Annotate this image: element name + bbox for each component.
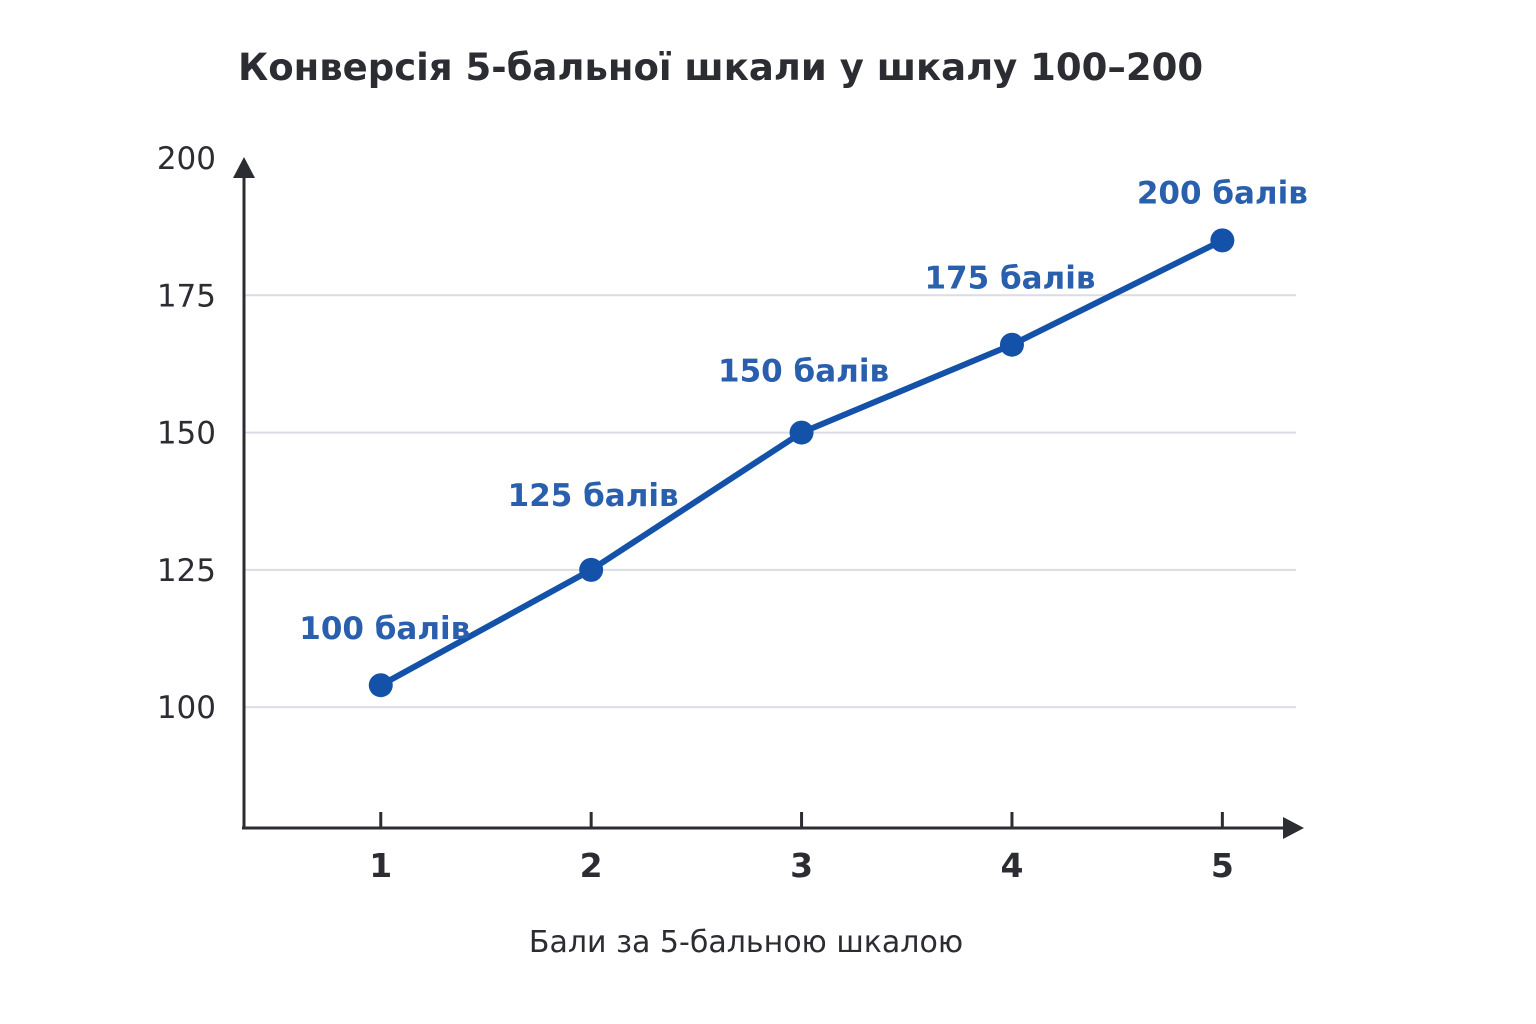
gridlines [244,294,1296,709]
y-tick-label: 200 [157,141,216,177]
x-tick-label: 1 [369,846,392,885]
series: 100 балів 125 балів 150 балів 175 балів 200 … [299,175,1308,698]
y-tick-label: 150 [157,416,216,452]
x-tick-label: 2 [580,846,603,885]
data-label: 125 балів [508,478,679,514]
data-point [999,332,1024,357]
x-tick-label: 4 [1000,846,1023,885]
series-line [377,237,1226,689]
y-tick-label: 125 [157,553,216,589]
x-axis-arrow-icon [1283,817,1304,839]
data-label: 175 балів [924,261,1095,297]
data-point [789,420,814,445]
data-label: 150 балів [718,354,889,390]
data-point [1210,228,1235,253]
data-label: 100 балів [299,611,470,647]
chart-title: Конверсія 5-бальної шкали у шкалу 100–20… [238,46,1203,89]
x-axis-ticks: 1 2 3 4 5 [369,812,1234,885]
y-tick-label: 175 [157,278,216,314]
y-axis-ticks: 100 125 150 175 200 [157,141,216,726]
axes [233,157,1304,839]
data-point [368,673,393,698]
data-label: 200 балів [1137,175,1308,211]
x-tick-label: 3 [790,846,813,885]
y-tick-label: 100 [157,690,216,726]
y-axis-arrow-icon [233,157,255,178]
data-point [579,557,604,582]
x-axis-label: Бали за 5-бальною шкалою [529,925,963,960]
x-tick-label: 5 [1211,846,1234,885]
